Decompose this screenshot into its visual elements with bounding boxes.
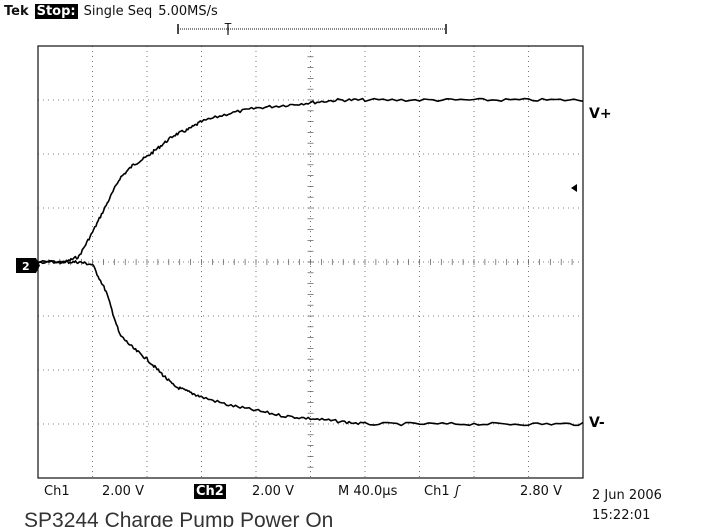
timebase: M 40.0µs <box>338 484 398 499</box>
channel-readout: Ch1 2.00 V Ch2 2.00 V M 40.0µs Ch1 ʃ 2.8… <box>40 484 585 502</box>
series-label-v-plus: V+ <box>589 106 612 122</box>
trigger-level: 2.80 V <box>520 484 562 499</box>
ground-marker-label: 2 <box>22 260 30 273</box>
brand-label: Tek <box>4 3 29 19</box>
ch2-scale: 2.00 V <box>252 484 294 499</box>
status-bar: Tek Stop: Single Seq 5.00MS/s <box>4 2 218 20</box>
trigger-slope-icon: ʃ <box>455 484 460 499</box>
ground-reference-marker: 2 <box>16 258 40 273</box>
trigger-position-marker: T <box>224 21 232 34</box>
trigger-source: Ch1 <box>424 484 450 499</box>
trigger-level-arrow-icon <box>571 184 577 192</box>
trace-v-minus <box>37 260 584 427</box>
ch1-label: Ch1 <box>44 484 70 499</box>
capture-timestamp: 2 Jun 2006 15:22:01 <box>592 486 702 526</box>
graticule <box>37 45 584 479</box>
acquisition-state-badge: Stop: <box>34 3 78 19</box>
trace-v-plus <box>37 97 584 264</box>
acquisition-mode: Single Seq <box>83 3 153 19</box>
capture-time: 15:22:01 <box>592 508 651 523</box>
figure-caption: SP3244 Charge Pump Power On <box>24 509 334 527</box>
ch1-scale: 2.00 V <box>102 484 144 499</box>
record-window-indicator: T <box>177 21 447 35</box>
capture-date: 2 Jun 2006 <box>592 488 662 503</box>
series-label-v-minus: V- <box>589 415 605 431</box>
traces <box>37 97 584 427</box>
ch2-label: Ch2 <box>194 484 226 499</box>
sample-rate: 5.00MS/s <box>158 3 218 19</box>
